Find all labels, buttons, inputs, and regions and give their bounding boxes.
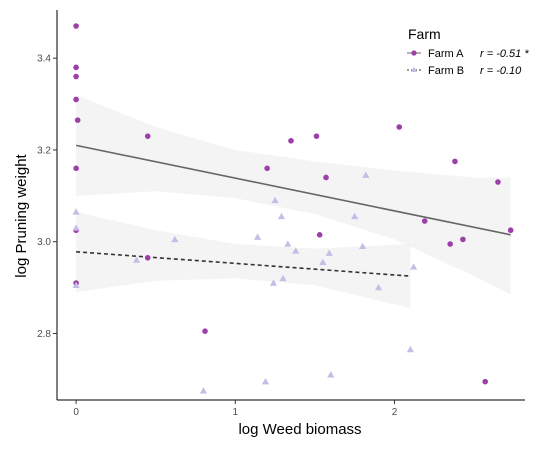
- point-farm-b-12: [284, 240, 292, 247]
- point-farm-a-8: [144, 133, 151, 139]
- y-tick-label: 3.4: [37, 54, 51, 65]
- x-tick-label: 2: [392, 407, 398, 418]
- point-farm-b-5: [199, 387, 208, 394]
- legend: Farm Farm A r = -0.51 * Farm B r = -0.10: [407, 26, 529, 77]
- point-farm-a-2: [73, 73, 79, 80]
- point-farm-b-17: [351, 212, 359, 220]
- point-farm-a-1: [73, 64, 79, 71]
- x-axis: 0 1 2: [57, 399, 525, 418]
- point-farm-b-11: [279, 274, 287, 282]
- point-farm-a-21: [482, 378, 489, 385]
- point-farm-b-21: [406, 345, 414, 353]
- point-farm-b-9: [271, 196, 279, 204]
- point-farm-b-0: [72, 208, 80, 215]
- point-farm-a-19: [452, 158, 458, 165]
- regression-line-farm-a: [75, 144, 511, 236]
- point-farm-b-14: [319, 258, 327, 266]
- point-farm-b-20: [374, 283, 383, 291]
- point-farm-b-3: [132, 256, 141, 263]
- point-farm-a-14: [316, 232, 323, 238]
- point-farm-b-8: [269, 279, 278, 286]
- point-farm-b-16: [327, 371, 335, 378]
- legend-farm-b-label: Farm B: [428, 65, 464, 77]
- point-farm-a-3: [73, 96, 79, 103]
- point-farm-a-16: [396, 124, 403, 130]
- point-farm-a-5: [73, 165, 79, 172]
- point-farm-b-7: [261, 378, 270, 385]
- point-farm-a-10: [202, 328, 208, 334]
- legend-item-farm-b: Farm B r = -0.10: [407, 65, 522, 77]
- point-farm-a-23: [507, 227, 514, 234]
- point-farm-a-17: [421, 218, 428, 224]
- point-farm-a-0: [73, 23, 79, 29]
- point-farm-b-6: [253, 233, 262, 240]
- x-tick-label: 0: [73, 407, 79, 418]
- confidence-band-farm-a: [76, 94, 511, 295]
- point-farm-b-2: [72, 281, 80, 288]
- y-tick-label: 3.0: [37, 237, 51, 248]
- point-farm-b-10: [277, 212, 286, 220]
- point-farm-b-18: [359, 242, 367, 249]
- point-farm-a-15: [323, 174, 329, 181]
- point-farm-a-20: [460, 236, 466, 243]
- x-tick-label: 1: [233, 407, 239, 418]
- confidence-band-farm-b: [76, 211, 411, 309]
- point-farm-b-4: [171, 235, 179, 243]
- y-axis-title: log Pruning weight: [13, 153, 30, 277]
- legend-farm-b-stat: r = -0.10: [480, 65, 522, 77]
- point-farm-b-19: [362, 171, 370, 178]
- point-farm-b-15: [325, 249, 333, 256]
- legend-item-farm-a: Farm A r = -0.51 *: [407, 48, 529, 60]
- x-axis-title: log Weed biomass: [238, 421, 361, 438]
- point-farm-b-22: [409, 263, 418, 270]
- point-farm-a-12: [288, 137, 294, 144]
- y-axis: 2.8 3.0 3.2 3.4: [37, 10, 58, 400]
- plot-area: [72, 23, 514, 394]
- point-farm-a-18: [447, 241, 453, 247]
- point-farm-a-13: [313, 133, 320, 139]
- y-tick-label: 2.8: [37, 329, 51, 340]
- y-tick-label: 3.2: [37, 145, 51, 156]
- point-farm-b-1: [72, 224, 80, 231]
- point-farm-a-22: [495, 179, 501, 185]
- legend-farm-a-stat: r = -0.51 *: [480, 48, 529, 60]
- point-farm-a-11: [264, 165, 270, 172]
- point-farm-a-4: [74, 117, 81, 123]
- point-farm-b-13: [292, 247, 300, 254]
- legend-title: Farm: [408, 26, 441, 42]
- legend-farm-a-marker: [411, 50, 417, 56]
- point-farm-a-9: [144, 254, 151, 261]
- legend-farm-a-label: Farm A: [428, 48, 464, 60]
- legend-farm-b-marker: [410, 66, 418, 72]
